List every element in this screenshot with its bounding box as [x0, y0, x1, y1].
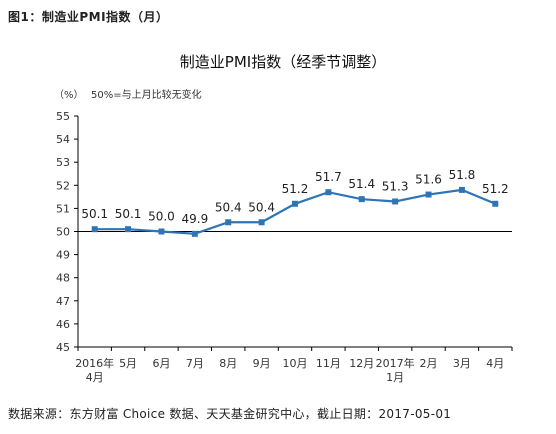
- reference-note: 50%=与上月比较无变化: [91, 88, 202, 101]
- y-tick-label: 52: [56, 179, 70, 192]
- y-tick-label: 50: [56, 226, 70, 239]
- y-tick-label: 45: [56, 341, 70, 354]
- data-label: 51.2: [482, 182, 509, 196]
- figure-label: 图1：制造业PMI指数（月）: [8, 10, 169, 24]
- y-tick-label: 49: [56, 249, 70, 262]
- x-tick-label: 10月: [283, 357, 308, 370]
- x-tick-label: 8月: [219, 357, 237, 370]
- x-tick-label: 2月: [420, 357, 438, 370]
- data-label: 51.2: [282, 182, 309, 196]
- data-point: [191, 230, 198, 237]
- data-point: [158, 228, 165, 235]
- pmi-line-chart: 制造业PMI指数（经季节调整） （%） 50%=与上月比较无变化 45 46 47 4…: [54, 53, 513, 384]
- data-label: 50.4: [248, 200, 275, 214]
- x-tick-label: 2016年: [75, 356, 114, 370]
- data-point: [425, 191, 432, 198]
- unit-label: （%）: [54, 89, 84, 101]
- x-tick-label: 4月: [86, 371, 104, 384]
- data-point: [358, 196, 365, 203]
- source-note: 数据来源：东方财富 Choice 数据、天天基金研究中心，截止日期：2017-0…: [8, 407, 452, 421]
- data-label: 51.6: [415, 173, 442, 187]
- x-tick-label: 6月: [152, 357, 170, 370]
- y-tick-label: 55: [56, 110, 70, 123]
- data-point: [392, 198, 399, 205]
- y-tick-label: 54: [56, 133, 70, 146]
- data-label: 50.0: [148, 210, 175, 224]
- data-label: 51.3: [382, 179, 409, 193]
- data-point: [292, 200, 298, 207]
- data-label: 51.7: [315, 170, 342, 184]
- data-label: 51.8: [449, 168, 476, 182]
- x-tick-label: 3月: [453, 357, 471, 370]
- x-tick-label: 12月: [349, 357, 374, 370]
- x-tick-label: 9月: [253, 357, 271, 370]
- x-tick-label: 4月: [486, 357, 504, 370]
- data-label: 50.4: [215, 200, 242, 214]
- data-point: [492, 200, 499, 207]
- y-tick-label: 51: [56, 202, 70, 215]
- data-label: 50.1: [115, 207, 142, 221]
- chart-title: 制造业PMI指数（经季节调整）: [180, 53, 386, 71]
- x-tick-label: 2017年: [376, 356, 415, 370]
- x-tick-label: 5月: [119, 357, 137, 370]
- y-tick-label: 48: [56, 272, 70, 285]
- data-point: [325, 189, 332, 196]
- data-point: [125, 226, 132, 233]
- data-label: 50.1: [81, 207, 108, 221]
- data-label: 51.4: [348, 177, 375, 191]
- data-point: [225, 219, 232, 226]
- x-tick-label: 11月: [316, 357, 341, 370]
- series-pmi: 50.1 50.1 50.0 49.9 50.4 50.4 51.2 51.7 51.4 51.3…: [81, 168, 509, 237]
- data-point: [458, 186, 465, 193]
- data-point: [91, 226, 98, 233]
- x-tick-label: 1月: [386, 371, 404, 384]
- data-label: 49.9: [181, 212, 208, 226]
- y-tick-label: 47: [56, 295, 70, 308]
- y-tick-label: 46: [56, 318, 70, 331]
- x-tick-label: 7月: [186, 357, 204, 370]
- data-point: [258, 219, 265, 226]
- y-tick-label: 53: [56, 156, 70, 169]
